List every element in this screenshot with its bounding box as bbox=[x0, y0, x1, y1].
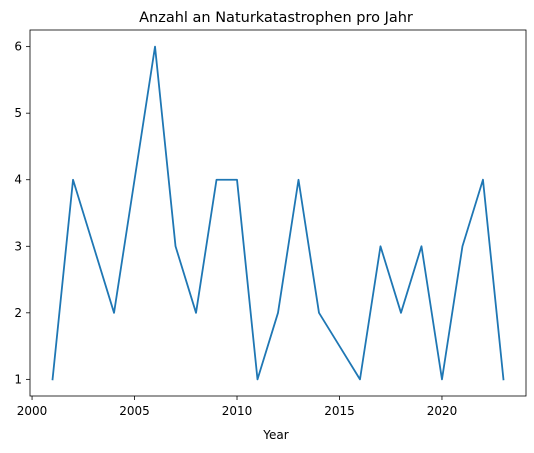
plot-area bbox=[29, 29, 527, 397]
series-layer bbox=[51, 45, 505, 381]
x-tick-label: 2015 bbox=[324, 404, 355, 418]
x-tick-label: 2000 bbox=[17, 404, 48, 418]
y-tick-label: 5 bbox=[14, 106, 22, 120]
y-tick-label: 4 bbox=[14, 173, 22, 187]
y-tick-label: 2 bbox=[14, 306, 22, 320]
chart-title: Anzahl an Naturkatastrophen pro Jahr bbox=[139, 10, 413, 26]
y-tick-label: 6 bbox=[14, 40, 22, 54]
x-tick-label: 2020 bbox=[427, 404, 458, 418]
y-tick-label: 1 bbox=[14, 372, 22, 386]
x-axis: 2000 2005 2010 2015 2020 bbox=[17, 396, 457, 418]
x-axis-label: Year bbox=[262, 428, 288, 442]
y-axis: 1 2 3 4 5 6 bbox=[14, 40, 30, 386]
x-tick-label: 2010 bbox=[222, 404, 253, 418]
x-tick-label: 2005 bbox=[119, 404, 150, 418]
y-tick-label: 3 bbox=[14, 239, 22, 253]
